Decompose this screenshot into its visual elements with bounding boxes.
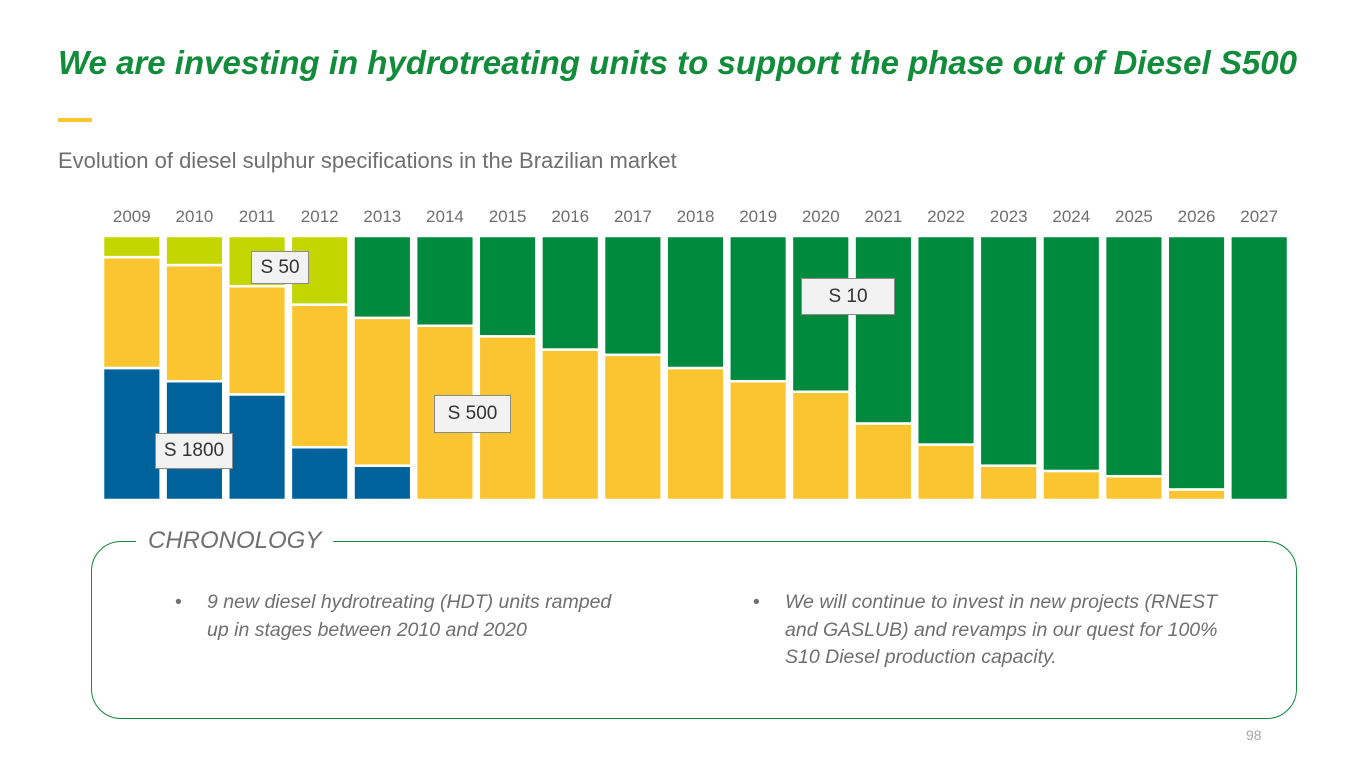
x-tick-label: 2018: [677, 207, 715, 226]
bar-segment-s1800-2013: [352, 464, 413, 502]
bar-segment-s1800-2011: [227, 393, 288, 502]
bar-segment-s500-2009: [101, 255, 162, 370]
x-tick-label: 2011: [239, 207, 276, 226]
x-tick-label: 2025: [1115, 207, 1153, 226]
chart-subtitle: Evolution of diesel sulphur specificatio…: [58, 148, 677, 173]
bar-segment-s10-2023: [978, 234, 1039, 467]
bar-segment-s10-2016: [540, 234, 601, 351]
x-tick-label: 2024: [1052, 207, 1090, 226]
bar-segment-s500-2024: [1041, 469, 1102, 502]
bar-segment-s10-2024: [1041, 234, 1102, 473]
x-tick-label: 2020: [802, 207, 840, 226]
bar-segment-s500-2019: [728, 379, 789, 502]
chronology-item-text: 9 new diesel hydrotreating (HDT) units r…: [207, 591, 612, 641]
bar-segment-s10-2019: [728, 234, 789, 383]
bar-segment-s500-2018: [665, 366, 726, 502]
bar-segment-s500-2021: [853, 422, 914, 502]
series-label-s1800: S 1800: [155, 433, 233, 469]
bar-segment-s500-2026: [1166, 488, 1227, 502]
x-tick-label: 2015: [489, 207, 527, 226]
bar-segment-s500-2016: [540, 348, 601, 502]
bar-segment-s500-2020: [790, 390, 851, 502]
bar-segment-s10-2025: [1103, 234, 1164, 478]
bar-segment-s10-2021: [853, 234, 914, 425]
x-tick-label: 2022: [927, 207, 965, 226]
x-tick-label: 2009: [113, 207, 151, 226]
page-number: 98: [1246, 727, 1262, 743]
bar-segment-s1800-2009: [101, 366, 162, 502]
title-accent-bar: [58, 118, 92, 122]
bar-segment-s500-2013: [352, 316, 413, 467]
x-tick-label: 2021: [864, 207, 902, 226]
bar-segment-s500-2011: [227, 284, 288, 396]
bullet-point: •: [753, 591, 760, 613]
x-tick-label: 2019: [739, 207, 777, 226]
chronology-title: CHRONOLOGY: [136, 527, 334, 555]
bar-segment-s1800-2012: [289, 445, 350, 502]
series-label-s50: S 50: [251, 251, 309, 284]
bar-segment-s10-2013: [352, 234, 413, 320]
x-tick-label: 2013: [363, 207, 401, 226]
x-tick-label: 2026: [1178, 207, 1216, 226]
x-tick-label: 2010: [176, 207, 214, 226]
bar-segment-s10-2017: [602, 234, 663, 357]
bar-segment-s50-2009: [101, 234, 162, 259]
bar-segment-s10-2026: [1166, 234, 1227, 491]
series-label-s500: S 500: [434, 395, 511, 433]
x-tick-label: 2012: [301, 207, 339, 226]
chronology-box: [91, 541, 1297, 719]
bar-segment-s500-2012: [289, 303, 350, 449]
chronology-item-text: We will continue to invest in new projec…: [785, 591, 1218, 668]
x-tick-label: 2017: [614, 207, 652, 226]
x-tick-label: 2023: [990, 207, 1028, 226]
chronology-item: • We will continue to invest in new proj…: [753, 589, 1225, 672]
bar-segment-s10-2022: [915, 234, 977, 446]
bar-segment-s500-2010: [164, 263, 225, 383]
bar-segment-s500-2017: [602, 353, 663, 502]
bar-segment-s10-2018: [665, 234, 726, 370]
x-tick-label: 2014: [426, 207, 464, 226]
bar-segment-s10-2027: [1229, 234, 1290, 502]
bar-segment-s500-2025: [1103, 474, 1164, 502]
bar-segment-s10-2015: [477, 234, 538, 338]
bar-segment-s500-2023: [978, 464, 1039, 502]
bar-segment-s50-2010: [164, 234, 225, 267]
bullet-point: •: [175, 591, 182, 613]
bar-segment-s500-2022: [915, 443, 977, 502]
x-tick-label: 2027: [1240, 207, 1278, 226]
chronology-item: • 9 new diesel hydrotreating (HDT) units…: [175, 589, 627, 644]
x-tick-label: 2016: [551, 207, 589, 226]
series-label-s10: S 10: [801, 278, 895, 315]
page-title: We are investing in hydrotreating units …: [58, 44, 1297, 81]
bar-segment-s10-2014: [414, 234, 476, 328]
